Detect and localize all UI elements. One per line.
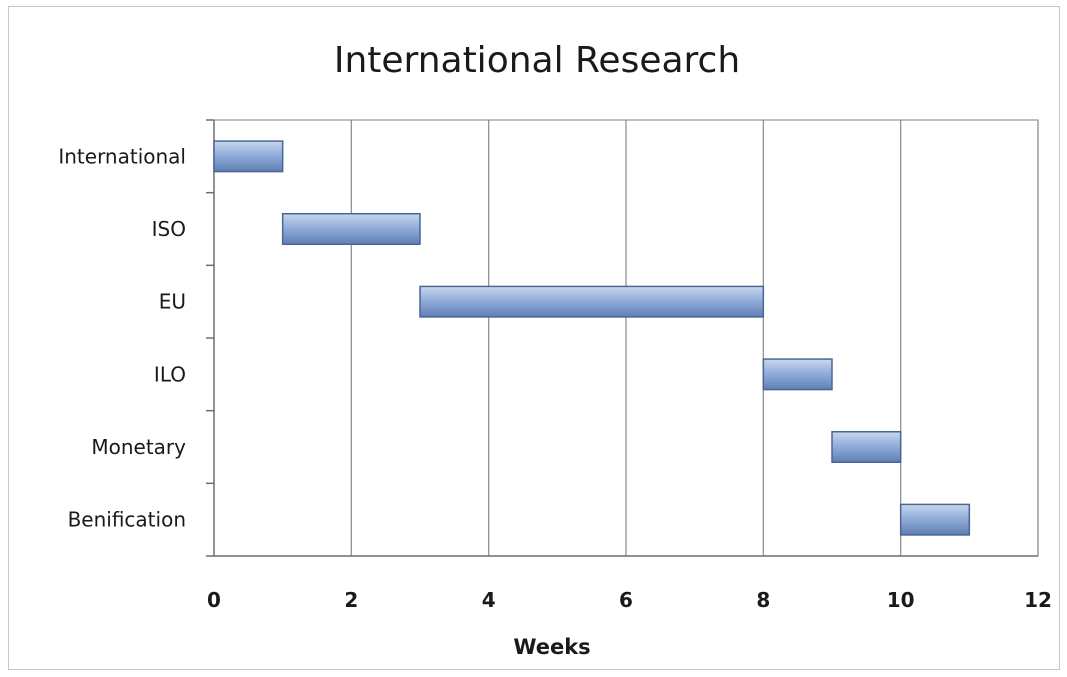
x-tick-label: 4 bbox=[482, 588, 496, 612]
y-category-label: ILO bbox=[154, 362, 186, 386]
y-category-label: Benification bbox=[68, 508, 186, 532]
x-tick-label: 2 bbox=[344, 588, 358, 612]
labels: 0 2 4 6 8 10 12 International ISO EU ILO Monetary Be… bbox=[58, 144, 1052, 612]
y-category-label: Monetary bbox=[91, 435, 186, 459]
gantt-bar bbox=[419, 285, 765, 318]
x-tick-label: 8 bbox=[756, 588, 770, 612]
bars bbox=[213, 140, 971, 536]
y-category-label: EU bbox=[159, 290, 186, 314]
gantt-bar bbox=[831, 430, 902, 464]
y-category-label: ISO bbox=[152, 217, 186, 241]
x-tick-label: 0 bbox=[207, 588, 221, 612]
y-category-label: International bbox=[58, 144, 186, 168]
x-tick-label: 6 bbox=[619, 588, 633, 612]
chart-title: International Research bbox=[334, 40, 740, 81]
gridlines bbox=[350, 120, 1039, 556]
gantt-bar bbox=[213, 140, 284, 173]
gantt-bar bbox=[762, 358, 833, 391]
x-axis-title: Weeks bbox=[513, 635, 590, 659]
gantt-bar bbox=[899, 503, 971, 536]
gantt-bar bbox=[281, 212, 421, 246]
axes bbox=[206, 119, 1039, 557]
chart-frame bbox=[8, 6, 1060, 670]
x-tick-label: 10 bbox=[887, 588, 915, 612]
x-tick-label: 12 bbox=[1024, 588, 1052, 612]
